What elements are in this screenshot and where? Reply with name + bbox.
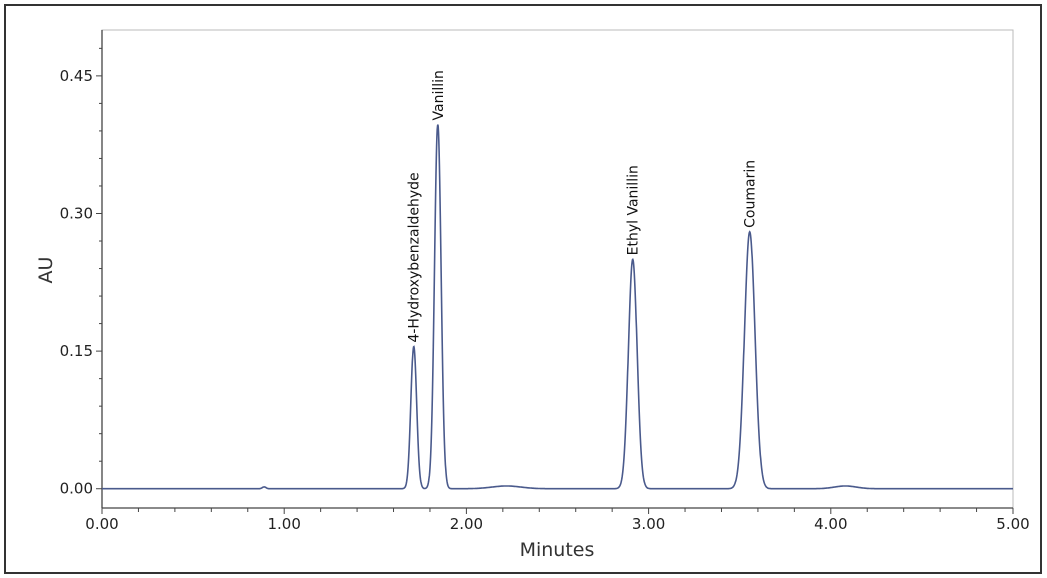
x-tick-label: 5.00 [996, 515, 1029, 533]
x-tick-label: 3.00 [632, 515, 665, 533]
peak-label: Vanillin [431, 70, 447, 120]
y-tick-label: 0.00 [60, 480, 93, 498]
x-tick-label: 4.00 [814, 515, 847, 533]
y-tick-label: 0.30 [60, 204, 93, 222]
y-axis-title: AU [35, 257, 57, 284]
peak-label: Ethyl Vanillin [626, 165, 642, 255]
x-tick-label: 0.00 [85, 515, 118, 533]
plot-area-border [101, 29, 1014, 509]
x-tick-label: 2.00 [450, 515, 483, 533]
y-tick-label: 0.45 [60, 67, 93, 85]
chart-frame [4, 4, 1042, 574]
y-tick-label: 0.15 [60, 342, 93, 360]
chromatogram-trace [102, 124, 1013, 490]
peak-label: 4-Hydroxybenzaldehyde [407, 172, 423, 342]
peak-label: Coumarin [743, 160, 759, 228]
x-axis-title: Minutes [520, 539, 595, 561]
x-tick-label: 1.00 [267, 515, 300, 533]
